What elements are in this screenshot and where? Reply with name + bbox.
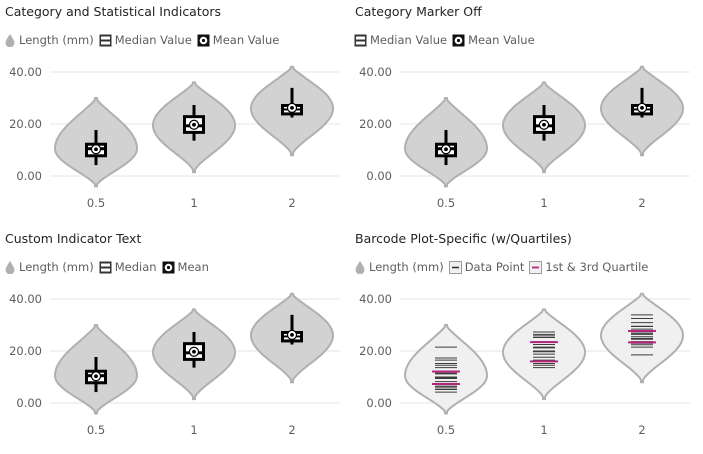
mean-circle-icon [197,34,210,46]
mean-marker-dot [542,122,546,127]
legend-label: 1st & 3rd Quartile [545,260,649,274]
panel-title: Category and Statistical Indicators [5,4,222,19]
mean-marker-dot [290,105,294,110]
violin-shape [403,324,489,415]
data-point-icon [448,260,462,274]
legend-label: Median Value [114,33,192,47]
panel-title: Category Marker Off [355,4,482,19]
violin-shape [599,292,685,384]
mean-circle-icon [452,34,465,46]
legend-label: Length (mm) [369,260,444,274]
mean-marker-dot [290,332,294,337]
violin-panel-statistical-indicators: Category and Statistical Indicators Leng… [0,0,350,227]
legend-item-median[interactable]: Median Value [99,33,192,47]
legend-item-median[interactable]: Median Value [354,33,447,47]
y-tick-label: 20.00 [359,344,392,358]
legend-label: Data Point [464,260,525,274]
y-tick-label: 0.00 [366,169,392,183]
median-box-icon [354,34,367,46]
mean-marker-dot [192,122,196,127]
legend-label: Median [114,260,157,274]
x-category-label: 2 [638,423,645,437]
legend-label: Mean Value [212,33,280,47]
violin-panel-barcode-quartiles: Barcode Plot-Specific (w/Quartiles) Leng… [350,227,700,454]
legend-item-median[interactable]: Median [99,260,157,274]
x-category-label: 0.5 [87,196,105,210]
y-tick-label: 40.00 [359,65,392,79]
legend-item-quartile[interactable]: 1st & 3rd Quartile [529,260,648,274]
drop-icon [5,34,15,47]
mean-marker-dot [94,147,98,152]
violin-plot: 0.00 20.00 40.00 0.5 1 2 [359,65,690,210]
drop-icon [355,261,365,274]
legend-label: Median Value [370,33,448,47]
legend-label: Length (mm) [19,33,94,47]
legend-item-length[interactable]: Length (mm) [354,260,444,274]
legend-item-mean[interactable]: Mean Value [197,33,280,47]
legend-item-length[interactable]: Length (mm) [4,260,94,274]
x-category-label: 1 [540,423,547,437]
mean-circle-icon [162,261,175,273]
x-category-label: 2 [288,423,295,437]
x-category-label: 1 [190,423,197,437]
violin-plot: 0.00 20.00 40.00 0.5 1 2 [9,65,340,210]
y-tick-label: 20.00 [359,117,392,131]
x-category-label: 0.5 [437,196,455,210]
mean-marker-dot [94,374,98,379]
legend-label: Length (mm) [19,260,94,274]
legend-item-mean[interactable]: Mean Value [452,33,535,47]
legend-item-length[interactable]: Length (mm) [4,33,94,47]
y-tick-label: 40.00 [9,65,42,79]
drop-icon [5,261,15,274]
median-box-icon [99,261,112,273]
x-category-label: 1 [190,196,197,210]
violin-plot: 0.00 20.00 40.00 0.5 1 2 [9,292,340,437]
y-tick-label: 0.00 [16,396,42,410]
legend: Length (mm) Data Point 1st & 3rd Quartil… [354,259,653,275]
panel-title: Custom Indicator Text [5,231,142,246]
y-tick-label: 0.00 [16,169,42,183]
median-box-icon [99,34,112,46]
x-category-label: 0.5 [87,423,105,437]
mean-marker-dot [192,349,196,354]
violin-panel-custom-indicator-text: Custom Indicator Text Length (mm) Median… [0,227,350,454]
x-category-label: 1 [540,196,547,210]
panel-title: Barcode Plot-Specific (w/Quartiles) [355,231,572,246]
quartile-icon [529,260,543,274]
y-tick-label: 20.00 [9,117,42,131]
y-tick-label: 40.00 [9,292,42,306]
legend: Length (mm) Median Mean [4,259,214,275]
legend-label: Mean [177,260,209,274]
legend-label: Mean Value [468,33,535,47]
legend: Median Value Mean Value [354,32,540,48]
legend-item-mean[interactable]: Mean [162,260,209,274]
violin-panel-category-marker-off: Category Marker Off Median Value Mean Va… [350,0,700,227]
y-tick-label: 0.00 [366,396,392,410]
y-tick-label: 40.00 [359,292,392,306]
legend: Length (mm) Median Value Mean Value [4,32,284,48]
violin-plot: 0.00 20.00 40.00 0.5 1 2 [359,292,690,437]
x-category-label: 0.5 [437,423,455,437]
x-category-label: 2 [288,196,295,210]
legend-item-data-point[interactable]: Data Point [448,260,525,274]
mean-marker-dot [640,105,644,110]
mean-marker-dot [444,147,448,152]
x-category-label: 2 [638,196,645,210]
y-tick-label: 20.00 [9,344,42,358]
